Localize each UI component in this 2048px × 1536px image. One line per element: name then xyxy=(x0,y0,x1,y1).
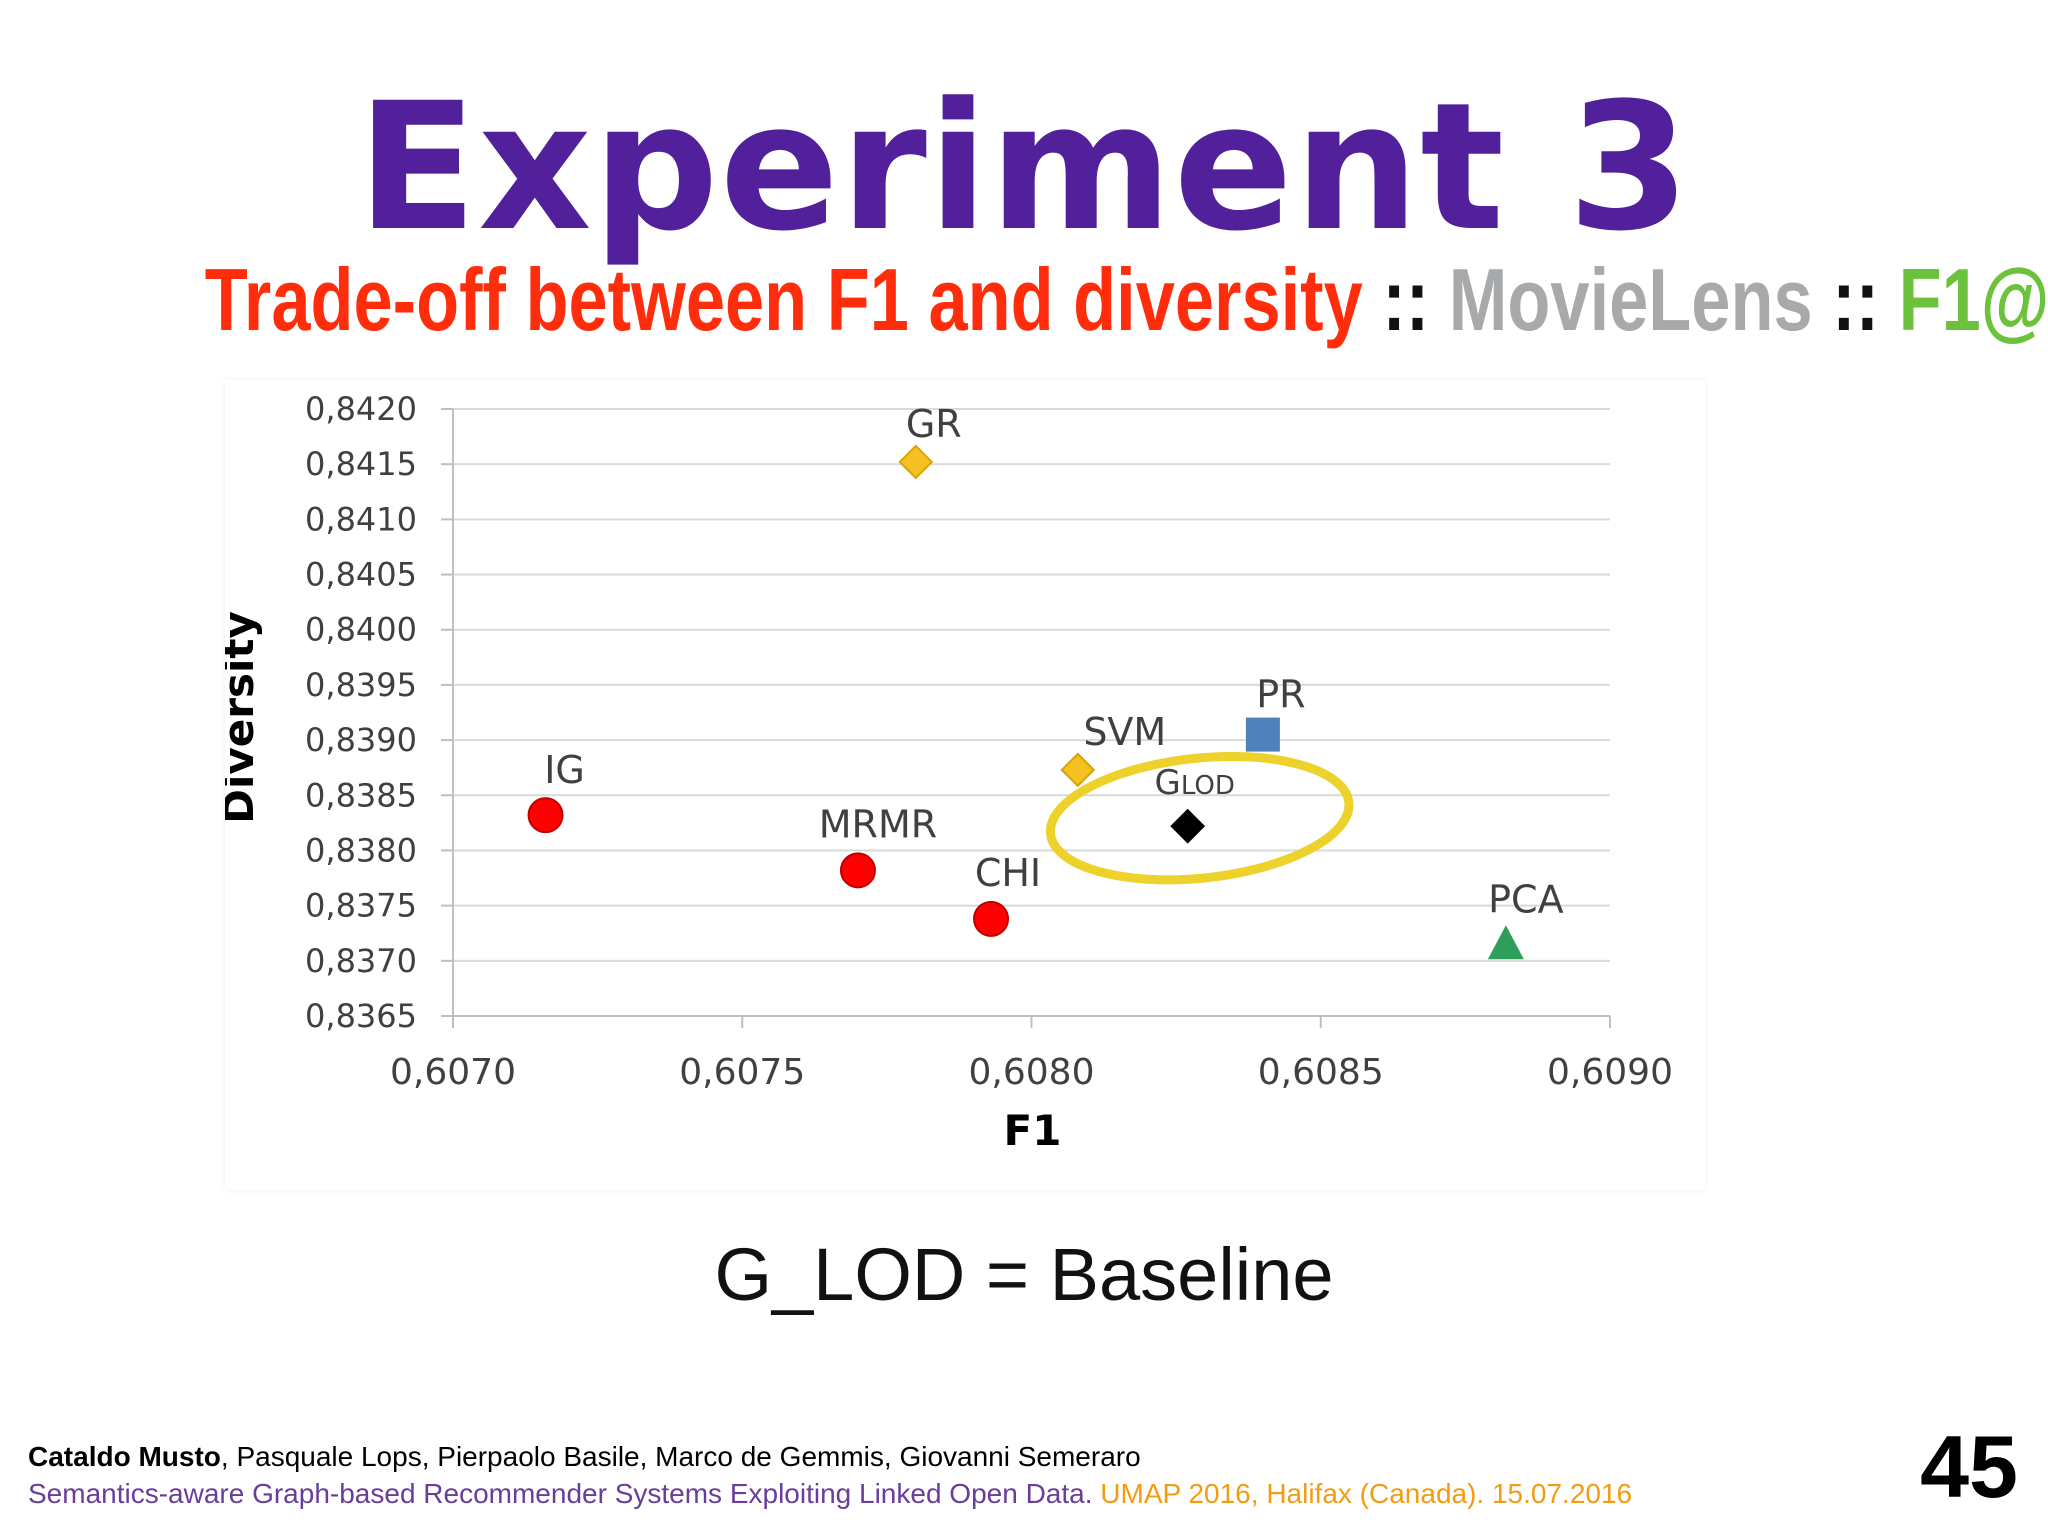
baseline-caption: G_LOD = Baseline xyxy=(714,1233,1334,1316)
y-axis-title: Diversity xyxy=(225,611,263,824)
x-tick-label: 0,6085 xyxy=(1258,1052,1384,1093)
y-tick-label: 0,8420 xyxy=(305,390,417,428)
slide-title: Experiment 3 xyxy=(356,65,1692,270)
paper-line: Semantics-aware Graph-based Recommender … xyxy=(28,1475,1632,1512)
paper-title: Semantics-aware Graph-based Recommender … xyxy=(28,1478,1101,1509)
point-label-svm: SVM xyxy=(1083,710,1166,754)
y-tick-label: 0,8370 xyxy=(305,942,417,980)
citation-footer: Cataldo Musto, Pasquale Lops, Pierpaolo … xyxy=(28,1438,1632,1512)
baseline-highlight-ring xyxy=(1045,751,1354,885)
y-tick-label: 0,8405 xyxy=(305,556,417,594)
x-tick-label: 0,6090 xyxy=(1547,1052,1673,1093)
y-tick-label: 0,8400 xyxy=(305,611,417,649)
point-glod xyxy=(1170,808,1206,844)
y-tick-label: 0,8415 xyxy=(305,445,417,483)
point-pca xyxy=(1487,925,1524,960)
x-tick-label: 0,6075 xyxy=(679,1052,805,1093)
x-tick-label: 0,6080 xyxy=(969,1052,1095,1093)
point-gr xyxy=(898,444,934,480)
x-tick-label: 0,6070 xyxy=(390,1052,516,1093)
point-label-glod: GLOD xyxy=(1154,763,1234,803)
scatter-chart-panel: 0,8420 0,8415 0,8410 0,8405 0,8400 0,8395 0,83… xyxy=(225,380,1705,1190)
subtitle-main: Trade-off between F1 and diversity xyxy=(204,250,1363,349)
point-label-pca: PCA xyxy=(1488,877,1563,921)
point-ig xyxy=(527,797,564,834)
point-mrmr xyxy=(839,852,876,889)
y-tick-label: 0,8395 xyxy=(305,666,417,704)
y-tick-label: 0,8385 xyxy=(305,776,417,814)
lead-author: Cataldo Musto xyxy=(28,1441,221,1472)
point-label-mrmr: MRMR xyxy=(819,802,937,846)
x-axis-title: F1 xyxy=(1004,1106,1062,1155)
subtitle-dataset: MovieLens xyxy=(1448,250,1813,349)
y-tick-label: 0,8375 xyxy=(305,887,417,925)
point-label-ig: IG xyxy=(544,748,585,792)
subtitle-metric: F1@5 xyxy=(1898,250,2048,349)
coauthors: , Pasquale Lops, Pierpaolo Basile, Marco… xyxy=(220,1441,1141,1472)
subtitle-separator-2: :: xyxy=(1812,250,1899,349)
point-chi xyxy=(973,900,1010,937)
y-tick-label: 0,8390 xyxy=(305,721,417,759)
point-pr xyxy=(1245,717,1280,752)
subtitle-separator-1: :: xyxy=(1362,250,1449,349)
slide-subtitle: Trade-off between F1 and diversity :: Mo… xyxy=(204,250,2048,350)
venue-date: UMAP 2016, Halifax (Canada). 15.07.2016 xyxy=(1100,1478,1633,1509)
author-line: Cataldo Musto, Pasquale Lops, Pierpaolo … xyxy=(28,1438,1632,1475)
page-number: 45 xyxy=(1920,1417,2018,1516)
scatter-chart: 0,8420 0,8415 0,8410 0,8405 0,8400 0,8395 0,83… xyxy=(225,390,1673,1155)
point-label-chi: CHI xyxy=(975,851,1041,895)
point-svm xyxy=(1060,752,1096,788)
y-tick-label: 0,8365 xyxy=(305,997,417,1035)
y-tick-label: 0,8410 xyxy=(305,500,417,538)
point-label-gr: GR xyxy=(906,402,962,446)
point-label-pr: PR xyxy=(1256,673,1305,717)
y-tick-label: 0,8380 xyxy=(305,831,417,869)
